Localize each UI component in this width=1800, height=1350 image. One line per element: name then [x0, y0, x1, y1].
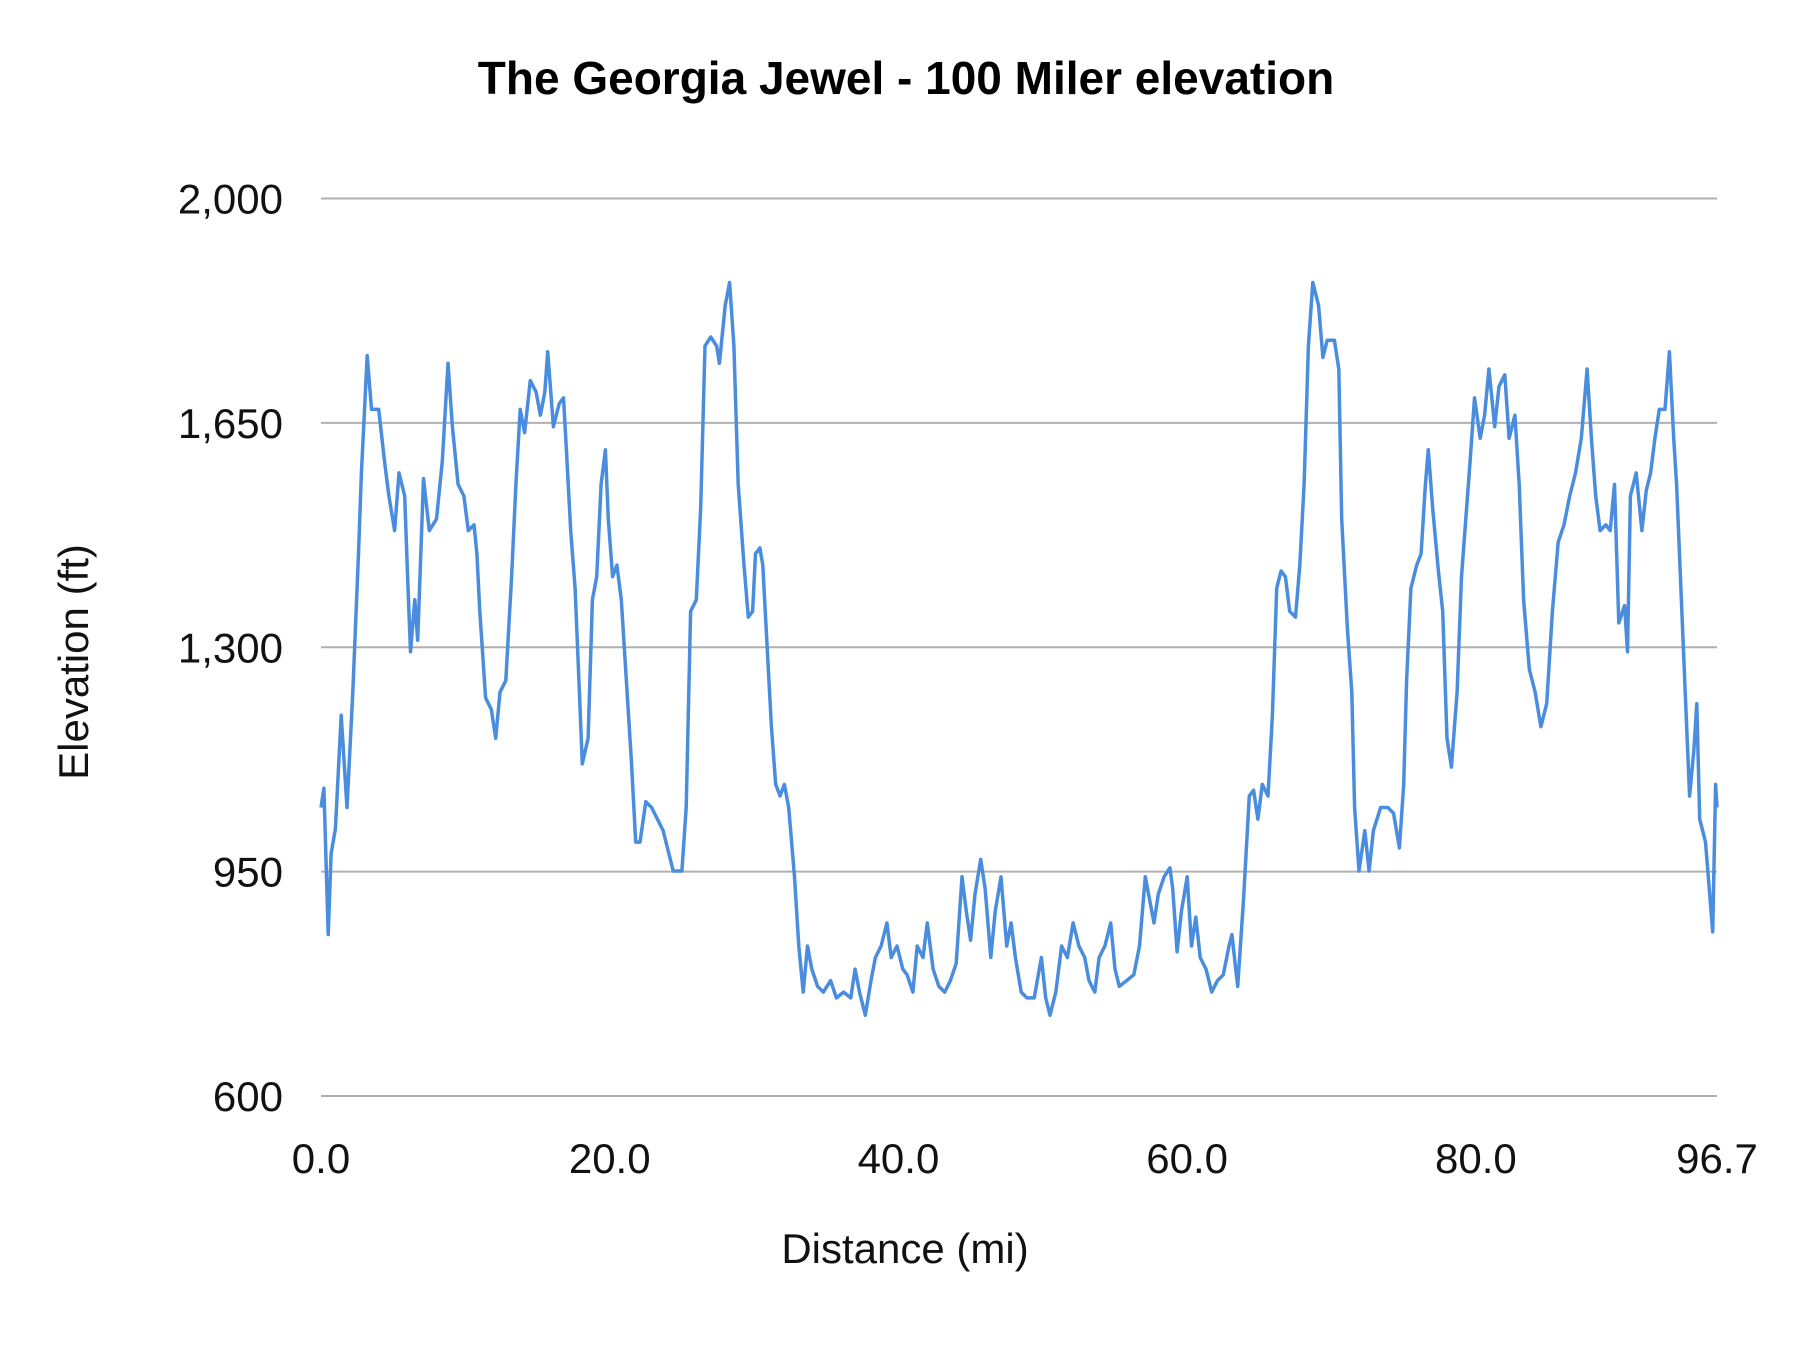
x-axis-ticks: 0.0 20.0 40.0 60.0 80.0 96.7 [292, 1135, 1758, 1182]
y-tick-label: 1,650 [178, 400, 283, 447]
gridlines [321, 197, 1717, 1097]
x-tick-label: 80.0 [1435, 1135, 1517, 1182]
x-tick-label: 60.0 [1146, 1135, 1228, 1182]
x-tick-label: 0.0 [292, 1135, 350, 1182]
y-tick-label: 2,000 [178, 176, 283, 223]
y-axis-label: Elevation (ft) [50, 544, 97, 780]
y-tick-label: 950 [213, 849, 283, 896]
x-tick-label: 40.0 [858, 1135, 940, 1182]
x-tick-label: 20.0 [569, 1135, 651, 1182]
y-axis-ticks: 600 950 1,300 1,650 2,000 [178, 176, 283, 1121]
elevation-line [319, 280, 1719, 1017]
y-tick-label: 600 [213, 1073, 283, 1120]
x-tick-label: 96.7 [1676, 1135, 1758, 1182]
chart-title: The Georgia Jewel - 100 Miler elevation [478, 52, 1334, 104]
y-tick-label: 1,300 [178, 624, 283, 671]
x-axis-label: Distance (mi) [781, 1225, 1028, 1272]
